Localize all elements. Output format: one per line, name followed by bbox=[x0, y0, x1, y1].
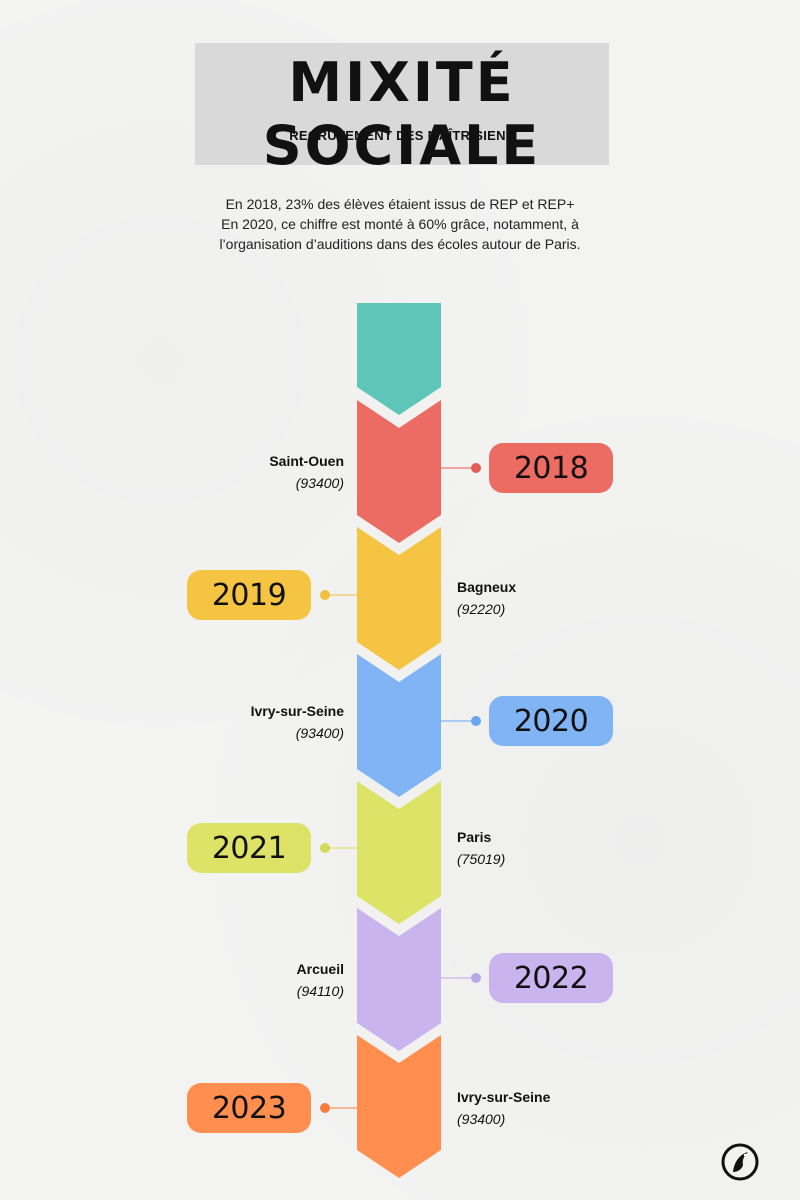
postal-code: (93400) bbox=[295, 725, 344, 741]
city-name: Ivry-sur-Seine bbox=[457, 1089, 551, 1105]
intro-text: En 2018, 23% des élèves étaient issus de… bbox=[150, 194, 650, 254]
postal-code: (93400) bbox=[457, 1111, 506, 1127]
year-badge: 2018 bbox=[489, 443, 613, 493]
city-label: Saint-Ouen (93400) bbox=[269, 450, 344, 494]
city-label: Ivry-sur-Seine (93400) bbox=[457, 1086, 550, 1130]
city-label: Bagneux (92220) bbox=[457, 576, 516, 620]
year-badge: 2023 bbox=[187, 1083, 311, 1133]
city-name: Saint-Ouen bbox=[269, 453, 344, 469]
bird-logo-icon bbox=[721, 1143, 759, 1181]
year-badge: 2019 bbox=[187, 570, 311, 620]
year-badge: 2022 bbox=[489, 953, 613, 1003]
connector-dot bbox=[471, 973, 481, 983]
connector-dot bbox=[320, 1103, 330, 1113]
postal-code: (93400) bbox=[295, 475, 344, 491]
postal-code: (94110) bbox=[296, 983, 344, 999]
page-subtitle: RECRUTEMENT DES MAÎTRISIENS bbox=[289, 128, 515, 143]
timeline-segment bbox=[357, 1035, 441, 1178]
postal-code: (75019) bbox=[457, 851, 506, 867]
intro-line: l’organisation d’auditions dans des écol… bbox=[219, 236, 581, 252]
intro-line: En 2020, ce chiffre est monté à 60% grâc… bbox=[221, 216, 579, 232]
timeline-segment bbox=[357, 908, 441, 1051]
city-label: Paris (75019) bbox=[457, 826, 505, 870]
timeline-segment bbox=[357, 527, 441, 670]
city-label: Ivry-sur-Seine (93400) bbox=[251, 700, 344, 744]
connector-dot bbox=[320, 843, 330, 853]
connector-dot bbox=[471, 716, 481, 726]
city-label: Arcueil (94110) bbox=[297, 958, 344, 1002]
city-name: Paris bbox=[457, 829, 492, 845]
timeline-segment bbox=[357, 781, 441, 924]
page-title: MIXITÉ SOCIALE bbox=[262, 51, 542, 177]
intro-line: En 2018, 23% des élèves étaient issus de… bbox=[225, 196, 575, 212]
postal-code: (92220) bbox=[457, 601, 506, 617]
city-name: Bagneux bbox=[457, 579, 517, 595]
title-box: MIXITÉ SOCIALE RECRUTEMENT DES MAÎTRISIE… bbox=[195, 43, 609, 177]
connector-dot bbox=[471, 463, 481, 473]
spine-segment-top bbox=[357, 303, 441, 415]
timeline-segment bbox=[357, 400, 441, 543]
timeline-segment bbox=[357, 654, 441, 797]
year-badge: 2020 bbox=[489, 696, 613, 746]
connector-dot bbox=[320, 590, 330, 600]
year-badge: 2021 bbox=[187, 823, 311, 873]
city-name: Arcueil bbox=[296, 961, 344, 977]
city-name: Ivry-sur-Seine bbox=[250, 703, 344, 719]
